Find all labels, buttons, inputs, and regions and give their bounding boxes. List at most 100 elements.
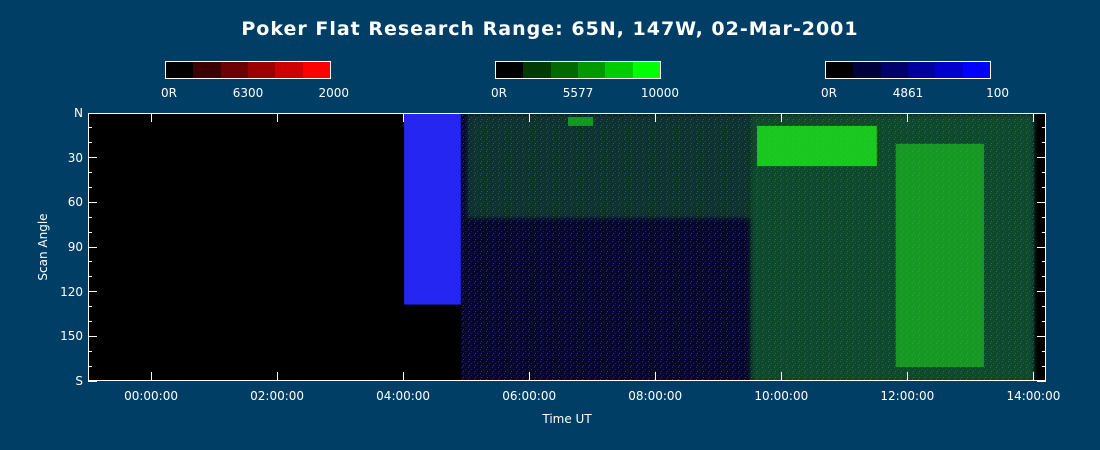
swatch — [166, 62, 194, 78]
swatch — [523, 62, 551, 78]
colorbar-min-label: 0R — [161, 86, 177, 100]
y-axis-label: Scan Angle — [36, 213, 50, 281]
x-tick-mark — [1032, 113, 1034, 122]
heatmap-region-4861-0 — [404, 114, 461, 305]
x-tick-label: 04:00:00 — [376, 389, 431, 403]
y-tick-label: 60 — [67, 195, 83, 210]
x-tick-label: 14:00:00 — [1006, 389, 1061, 403]
y-minor-tick — [1042, 172, 1046, 174]
x-tick-label: 08:00:00 — [628, 389, 683, 403]
y-minor-tick — [1042, 142, 1046, 144]
keogram-plot-area — [88, 113, 1046, 381]
swatch — [193, 62, 221, 78]
x-tick-mark — [276, 113, 278, 122]
swatch — [220, 62, 248, 78]
x-tick-mark — [402, 113, 404, 122]
colorbar-5577: 0R 5577 10000 — [491, 61, 679, 102]
y-minor-tick — [88, 320, 92, 322]
y-minor-tick — [88, 350, 92, 352]
y-minor-tick — [1042, 231, 1046, 233]
x-tick-label: 12:00:00 — [880, 389, 935, 403]
y-tick-label: 90 — [67, 240, 83, 254]
y-minor-tick — [88, 172, 92, 174]
swatch — [935, 62, 963, 78]
heatmap-region-5577-2 — [467, 114, 751, 219]
swatch — [826, 62, 854, 78]
y-tick-label: N — [74, 106, 83, 120]
x-tick-label: 02:00:00 — [250, 389, 305, 403]
y-tick-mark — [1037, 291, 1046, 293]
swatch — [496, 62, 524, 78]
y-tick-mark — [88, 246, 97, 248]
y-minor-tick — [1042, 127, 1046, 129]
y-minor-tick — [88, 127, 92, 129]
y-minor-tick — [1042, 320, 1046, 322]
heatmap-region-5577-6 — [895, 143, 984, 368]
colorbar-channel-label: 5577 — [562, 86, 594, 100]
swatch — [632, 62, 660, 78]
heatmap-region-5577-3 — [568, 116, 594, 126]
x-tick-mark — [906, 372, 908, 381]
x-tick-label: 00:00:00 — [124, 389, 178, 403]
y-tick-mark — [88, 157, 97, 159]
y-minor-tick — [1042, 276, 1046, 278]
y-tick-mark — [1037, 201, 1046, 203]
y-minor-tick — [1042, 186, 1046, 188]
colorbar-max-label: 2000 — [318, 86, 349, 100]
y-minor-tick — [1042, 350, 1046, 352]
y-minor-tick — [1042, 365, 1046, 367]
x-tick-mark — [1032, 372, 1034, 381]
x-tick-mark — [276, 372, 278, 381]
colorbar-6300-strip — [165, 61, 331, 79]
y-minor-tick — [1042, 216, 1046, 218]
swatch — [577, 62, 606, 78]
swatch — [962, 62, 990, 78]
y-tick-mark — [1037, 380, 1046, 382]
heatmap-region-5577-5 — [757, 125, 877, 167]
x-tick-mark — [528, 372, 530, 381]
x-axis-label: Time UT — [542, 412, 592, 426]
swatch — [605, 62, 633, 78]
y-tick-label: 150 — [60, 329, 83, 344]
x-tick-mark — [150, 113, 152, 122]
colorbar-min-label: 0R — [491, 86, 507, 100]
x-tick-mark — [780, 113, 782, 122]
colorbar-5577-strip — [495, 61, 661, 79]
y-minor-tick — [88, 231, 92, 233]
x-tick-mark — [402, 372, 404, 381]
colorbar-4861-strip — [825, 61, 991, 79]
y-minor-tick — [88, 261, 92, 263]
swatch — [880, 62, 908, 78]
x-tick-mark — [150, 372, 152, 381]
keogram-heatmap — [404, 114, 1035, 380]
x-tick-mark — [654, 372, 656, 381]
y-minor-tick — [1042, 306, 1046, 308]
y-tick-mark — [88, 380, 97, 382]
x-tick-label: 06:00:00 — [502, 389, 557, 403]
x-tick-mark — [654, 113, 656, 122]
y-tick-mark — [1037, 112, 1046, 114]
y-tick-mark — [1037, 335, 1046, 337]
swatch — [853, 62, 881, 78]
colorbar-6300: 0R 6300 2000 — [161, 61, 349, 102]
y-tick-mark — [88, 201, 97, 203]
y-tick-label: 30 — [67, 150, 83, 165]
y-tick-mark — [88, 335, 97, 337]
colorbar-channel-label: 4861 — [892, 86, 924, 100]
y-tick-mark — [88, 112, 97, 114]
colorbar-max-label: 10000 — [640, 86, 679, 100]
y-tick-mark — [1037, 157, 1046, 159]
y-tick-mark — [1037, 246, 1046, 248]
swatch — [247, 62, 276, 78]
y-minor-tick — [88, 142, 92, 144]
swatch — [302, 62, 330, 78]
colorbar-4861: 0R 4861 100 — [821, 61, 1009, 102]
swatch — [907, 62, 936, 78]
colorbar-channel-label: 6300 — [232, 86, 264, 100]
y-minor-tick — [88, 186, 92, 188]
x-tick-mark — [528, 113, 530, 122]
swatch — [275, 62, 303, 78]
y-tick-mark — [88, 291, 97, 293]
y-minor-tick — [1042, 261, 1046, 263]
heatmap-regions — [404, 114, 1035, 380]
